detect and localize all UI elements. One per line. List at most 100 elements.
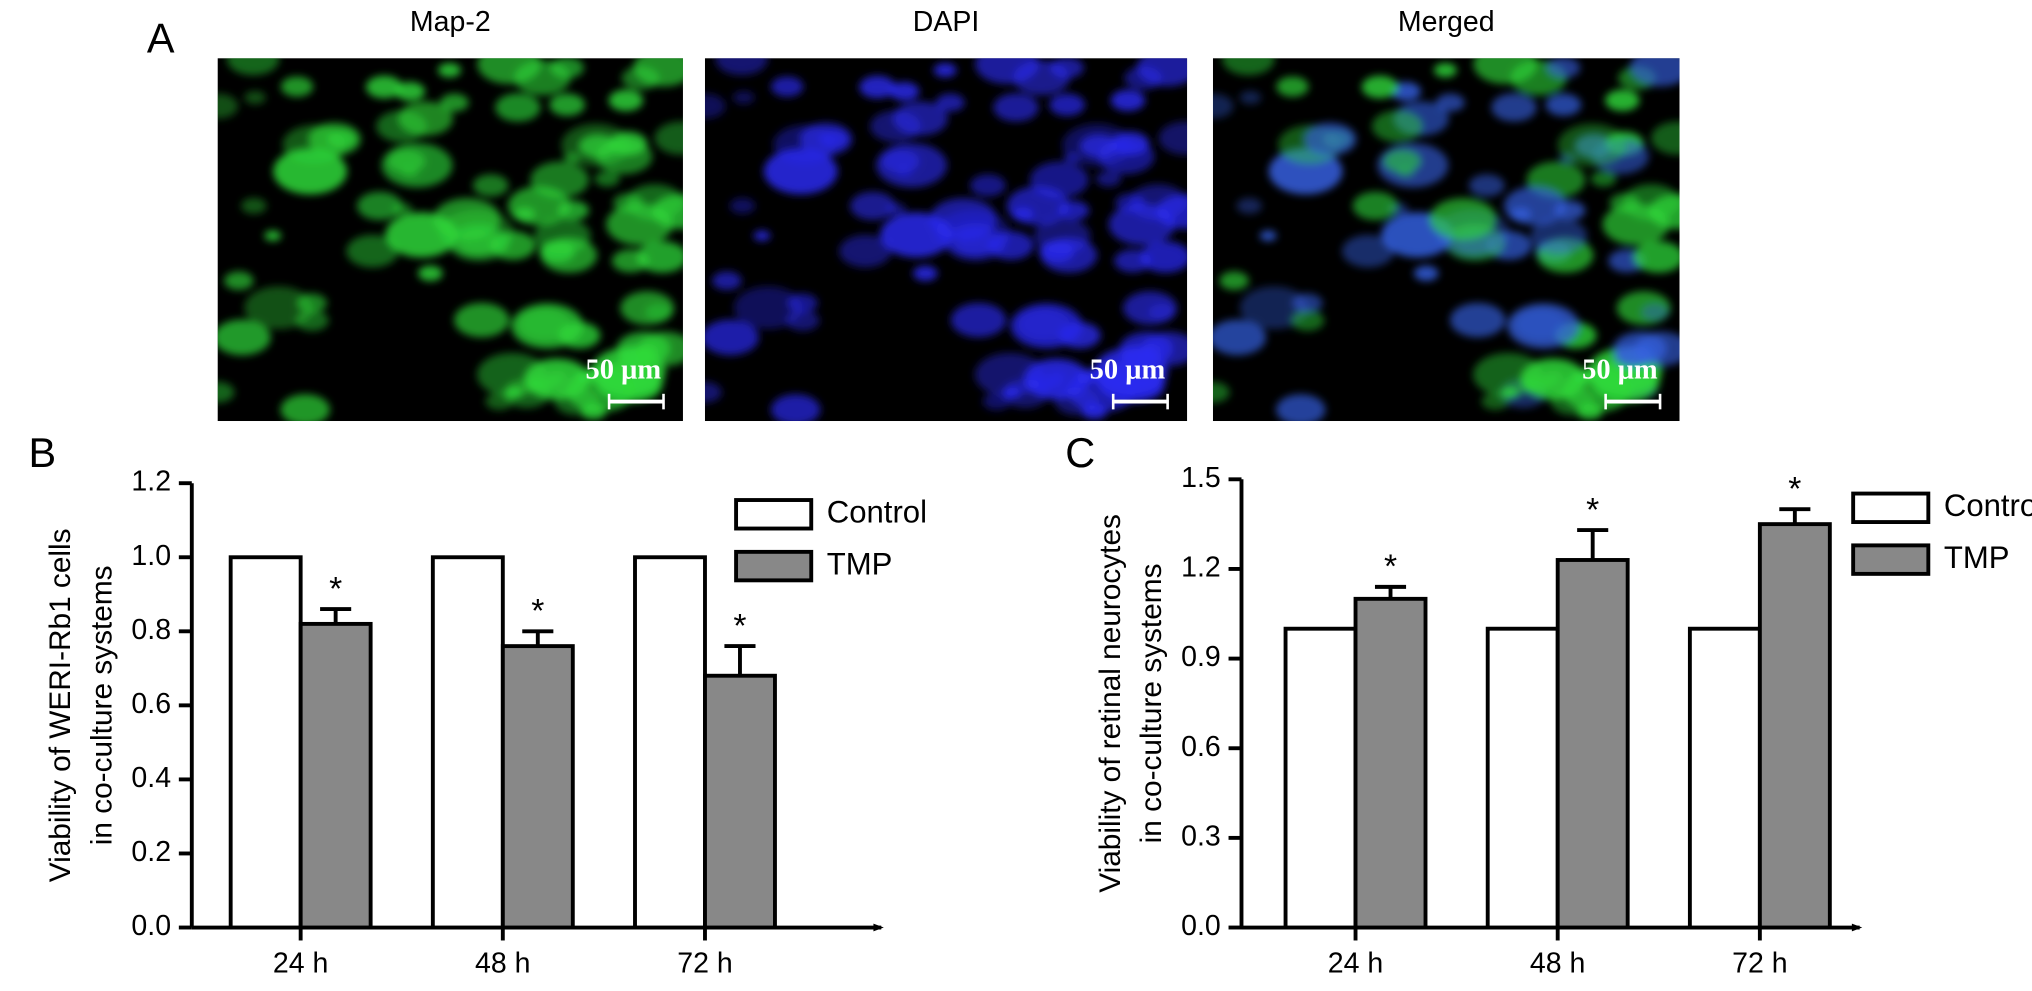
cell — [950, 302, 1007, 338]
cell — [296, 293, 328, 313]
cell — [839, 234, 892, 268]
cell — [1473, 58, 1538, 84]
cell — [401, 167, 419, 178]
cell — [859, 75, 896, 99]
bar — [1757, 522, 1832, 930]
cell — [1546, 58, 1581, 79]
y-tick-label: 0.6 — [131, 688, 171, 720]
cell — [346, 234, 399, 268]
cell — [217, 381, 235, 403]
cell — [1222, 58, 1275, 76]
cell — [1648, 194, 1680, 229]
micrograph-texture — [704, 58, 1188, 422]
cell — [1390, 81, 1421, 101]
bar — [1353, 596, 1428, 930]
cell — [418, 265, 443, 282]
cell — [645, 303, 672, 321]
cell — [935, 93, 965, 112]
cell — [280, 76, 314, 97]
cell — [1641, 303, 1669, 321]
bar — [298, 621, 373, 930]
cell — [1158, 121, 1188, 155]
cell — [356, 191, 403, 221]
x-tick-label: 72 h — [1732, 948, 1787, 980]
cell — [1342, 234, 1395, 268]
cell — [1140, 241, 1188, 273]
cell — [295, 310, 329, 331]
cell — [1081, 403, 1108, 420]
panel-label: B — [29, 429, 57, 476]
cell — [1062, 123, 1132, 167]
cell — [1590, 170, 1617, 187]
bar — [703, 673, 777, 930]
cell — [1239, 286, 1309, 330]
cell — [454, 302, 510, 338]
x-tick-label: 48 h — [1530, 948, 1585, 980]
cell — [704, 319, 759, 356]
cell — [753, 230, 771, 241]
cell — [244, 90, 266, 105]
cell — [1503, 186, 1567, 226]
y-tick-label: 1.2 — [1181, 551, 1221, 583]
cell — [1025, 375, 1053, 393]
bar — [1485, 626, 1560, 930]
cell — [1219, 271, 1249, 290]
x-tick-label: 24 h — [273, 948, 328, 980]
cell — [1034, 218, 1091, 254]
legend-label: TMP — [1944, 540, 2010, 575]
cell — [549, 93, 586, 116]
panel-label: C — [1065, 429, 1095, 476]
cell — [241, 197, 267, 214]
significance-marker: * — [1586, 492, 1599, 529]
cell — [1397, 167, 1415, 178]
y-axis-label: Viability of WERI-Rb1 cells — [44, 528, 77, 882]
cell — [733, 286, 803, 330]
bar — [228, 555, 303, 930]
cell — [550, 58, 585, 79]
cell — [1120, 345, 1157, 368]
cell — [1629, 58, 1680, 87]
image-title: DAPI — [913, 6, 980, 38]
cell — [394, 81, 426, 101]
cell — [970, 174, 1006, 197]
cell — [913, 265, 938, 282]
x-tick-label: 72 h — [677, 948, 732, 980]
cell — [715, 58, 768, 76]
y-tick-label: 0.6 — [1181, 731, 1221, 763]
cell — [1491, 93, 1537, 122]
significance-marker: * — [531, 593, 544, 630]
x-tick-label: 24 h — [1328, 948, 1383, 980]
cell — [280, 394, 330, 422]
cell — [1413, 265, 1439, 282]
cell — [1577, 403, 1603, 420]
cell — [1433, 62, 1457, 78]
cell — [1212, 381, 1230, 403]
cell — [704, 381, 722, 403]
image-title: Map-2 — [410, 6, 491, 38]
cell — [799, 122, 853, 156]
cell — [1115, 193, 1146, 213]
image-title: Merged — [1398, 6, 1495, 38]
cell — [1050, 58, 1084, 79]
cell — [1361, 75, 1399, 99]
legend-label: TMP — [827, 546, 893, 581]
cell — [929, 197, 997, 240]
cell — [1522, 375, 1550, 393]
cell — [1530, 218, 1588, 254]
y-tick-label: 0.3 — [1181, 820, 1221, 852]
cell — [608, 89, 644, 112]
cell — [1651, 121, 1680, 155]
cell — [1291, 293, 1323, 313]
cell — [1429, 197, 1497, 240]
scale-bar-label: 50 μm — [586, 354, 662, 385]
cell — [881, 149, 920, 173]
cell — [732, 90, 755, 105]
cell — [1352, 191, 1399, 221]
cell — [1239, 90, 1262, 105]
cell — [1212, 319, 1267, 356]
bar — [500, 644, 575, 930]
bar — [633, 555, 707, 930]
scale-bar-label: 50 μm — [1582, 354, 1658, 385]
